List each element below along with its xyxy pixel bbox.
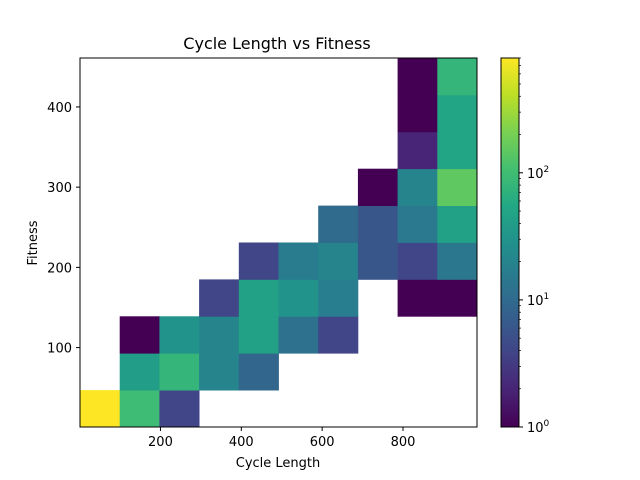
heatmap-cell: [278, 279, 319, 317]
x-axis-ticks: 200 400 600 800: [148, 427, 415, 450]
y-tick-label: 100: [47, 342, 72, 357]
heatmap-cell: [397, 168, 438, 206]
heatmap-cell: [437, 131, 478, 170]
heatmap-cell: [437, 205, 478, 243]
heatmap-cell: [437, 279, 478, 317]
heatmap-cell: [437, 168, 478, 206]
heatmap-cell: [199, 279, 240, 317]
y-tick-label: 300: [47, 181, 72, 196]
heatmap-cell: [357, 205, 398, 243]
x-tick-label: 600: [310, 435, 335, 450]
heatmap-cell: [437, 58, 478, 96]
colorbar-ticks: 100 101 102: [519, 57, 550, 436]
heatmap-cell: [159, 316, 200, 354]
y-tick-label: 200: [47, 261, 72, 276]
heatmap-cell: [199, 353, 240, 391]
heatmap-cell: [159, 390, 200, 428]
heatmap-cell: [278, 242, 319, 280]
colorbar-frame: [500, 57, 520, 428]
heatmap-cell: [318, 205, 359, 243]
heatmap-cell: [318, 242, 359, 280]
chart-title: Cycle Length vs Fitness: [183, 34, 370, 53]
heatmap-cell: [80, 390, 121, 428]
heatmap-cell: [397, 205, 438, 243]
plot-frame: [79, 57, 478, 428]
heatmap-cell: [437, 242, 478, 280]
heatmap-cell: [397, 131, 438, 170]
heatmap-cell: [238, 279, 279, 317]
heatmap-cell: [119, 390, 160, 428]
y-axis-ticks: 100 200 300 400: [47, 101, 80, 357]
heatmap-cell: [119, 353, 160, 391]
colorbar-tick-label: 101: [527, 292, 549, 309]
heatmap-cell: [397, 242, 438, 280]
y-tick-label: 400: [47, 101, 72, 116]
heatmap-cell: [318, 279, 359, 317]
heatmap-cell: [119, 316, 160, 354]
heatmap-cell: [357, 168, 398, 206]
heatmap-cell: [397, 58, 438, 96]
colorbar: [501, 58, 519, 427]
x-tick-label: 800: [391, 435, 416, 450]
heatmap-cell: [238, 316, 279, 354]
x-axis-label: Cycle Length: [236, 456, 321, 471]
heatmap-cell: [437, 94, 478, 133]
colorbar-tick-label: 100: [527, 419, 550, 436]
heatmap-cells: [80, 58, 478, 428]
x-tick-label: 400: [229, 435, 254, 450]
colorbar-tick-label: 102: [527, 165, 549, 182]
heatmap-cell: [397, 94, 438, 133]
heatmap-cell: [357, 242, 398, 280]
heatmap-cell: [238, 353, 279, 391]
y-axis-label: Fitness: [26, 220, 41, 265]
heatmap-cell: [159, 353, 200, 391]
heatmap-cell: [397, 279, 438, 317]
heatmap-cell: [238, 242, 279, 280]
heatmap-cell: [318, 316, 359, 354]
x-tick-label: 200: [148, 435, 173, 450]
heatmap-cell: [278, 316, 319, 354]
heatmap-cell: [199, 316, 240, 354]
